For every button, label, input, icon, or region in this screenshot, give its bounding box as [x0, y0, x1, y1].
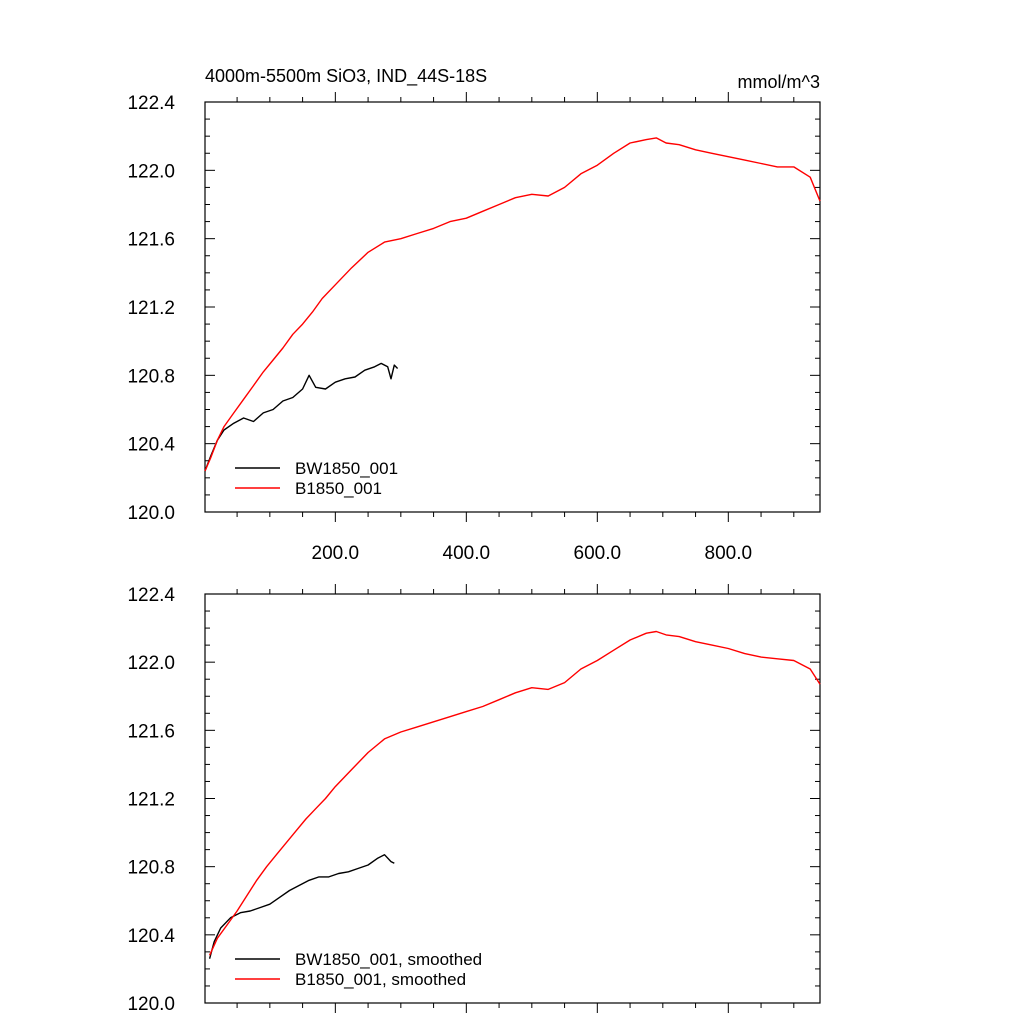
- y-tick-label: 120.0: [127, 503, 175, 524]
- y-tick-label: 121.2: [127, 790, 175, 811]
- x-tick-label: 800.0: [705, 543, 753, 564]
- y-tick-label: 122.0: [127, 653, 175, 674]
- legend-label: BW1850_001: [295, 459, 398, 478]
- y-tick-label: 122.4: [127, 585, 175, 606]
- y-tick-label: 121.6: [127, 721, 175, 742]
- legend-label: B1850_001, smoothed: [295, 970, 466, 989]
- series-line-1: [204, 137, 821, 472]
- x-tick-label: 200.0: [312, 543, 360, 564]
- y-tick-label: 120.0: [127, 994, 175, 1015]
- top-panel: 120.0 120.4 120.8 121.2 121.6 122.0 122.4 200.0…: [127, 92, 821, 564]
- plot-frame: [204, 101, 821, 513]
- y-tick-label: 121.6: [127, 230, 175, 251]
- units-label: mmol/m^3: [738, 72, 820, 92]
- x-tick-label: 600.0: [574, 543, 622, 564]
- legend-label: BW1850_001, smoothed: [295, 950, 482, 969]
- y-tick-label: 121.2: [127, 298, 175, 319]
- chart-title: 4000m-5500m SiO3, IND_44S-18S: [205, 66, 487, 87]
- legend-label: B1850_001: [295, 479, 382, 498]
- series-line-0: [208, 854, 395, 959]
- x-tick-label: 400.0: [443, 543, 491, 564]
- y-tick-label: 120.8: [127, 366, 175, 387]
- y-tick-label: 120.4: [127, 926, 175, 947]
- y-tick-label: 122.4: [127, 93, 175, 114]
- bottom-panel: 120.0 120.4 120.8 121.2 121.6 122.0 122.4 BW185…: [127, 584, 821, 1015]
- series-line-0: [204, 362, 399, 472]
- plot-frame: [204, 593, 821, 1004]
- series-line-1: [208, 630, 821, 956]
- y-tick-label: 122.0: [127, 161, 175, 182]
- y-tick-label: 120.8: [127, 858, 175, 879]
- y-tick-label: 120.4: [127, 435, 175, 456]
